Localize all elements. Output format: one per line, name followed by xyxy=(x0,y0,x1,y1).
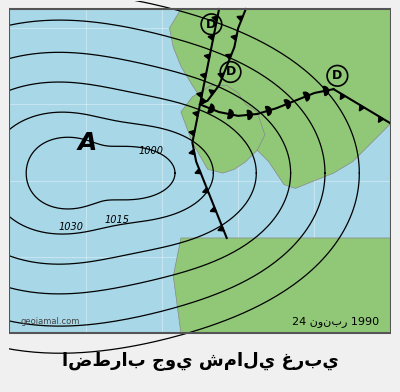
Text: 1000: 1000 xyxy=(139,146,164,156)
Polygon shape xyxy=(237,16,243,21)
Text: D: D xyxy=(332,69,342,82)
Polygon shape xyxy=(303,92,310,101)
Polygon shape xyxy=(204,54,210,59)
Polygon shape xyxy=(231,35,237,40)
Polygon shape xyxy=(173,238,391,333)
Text: D: D xyxy=(226,65,236,78)
Polygon shape xyxy=(218,73,224,78)
Polygon shape xyxy=(218,226,224,231)
Polygon shape xyxy=(378,116,384,122)
Polygon shape xyxy=(200,73,206,78)
Polygon shape xyxy=(181,85,265,173)
Polygon shape xyxy=(247,110,252,120)
Text: 24 نونبر 1990: 24 نونبر 1990 xyxy=(292,316,379,327)
Polygon shape xyxy=(193,111,199,116)
Polygon shape xyxy=(197,92,202,98)
Text: اضطراب جوي شمالي غربي: اضطراب جوي شمالي غربي xyxy=(62,352,338,372)
Polygon shape xyxy=(226,54,232,59)
Polygon shape xyxy=(170,9,391,189)
Polygon shape xyxy=(189,131,195,136)
Polygon shape xyxy=(209,90,215,95)
Text: A: A xyxy=(78,131,97,155)
Polygon shape xyxy=(212,16,218,21)
Polygon shape xyxy=(208,35,214,40)
Polygon shape xyxy=(208,104,214,113)
Polygon shape xyxy=(9,9,391,333)
Polygon shape xyxy=(203,188,209,193)
Polygon shape xyxy=(195,169,201,174)
Text: geojamal.com: geojamal.com xyxy=(21,317,80,326)
Polygon shape xyxy=(189,149,195,155)
Polygon shape xyxy=(210,207,216,212)
Polygon shape xyxy=(202,98,206,104)
Polygon shape xyxy=(284,100,290,109)
Text: 1015: 1015 xyxy=(105,215,130,225)
Polygon shape xyxy=(360,105,364,111)
Polygon shape xyxy=(323,87,328,96)
Polygon shape xyxy=(266,107,271,116)
Text: 1030: 1030 xyxy=(59,222,84,232)
Polygon shape xyxy=(340,94,345,100)
Text: D: D xyxy=(206,18,216,31)
Polygon shape xyxy=(228,109,233,118)
